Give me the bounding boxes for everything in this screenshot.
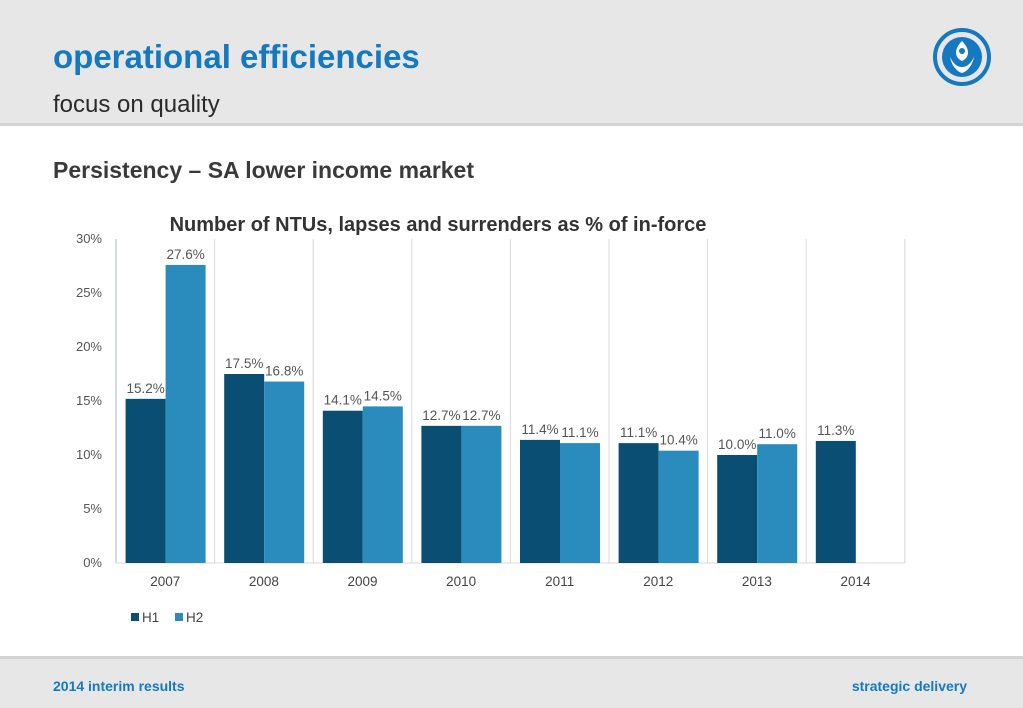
persistency-chart: Number of NTUs, lapses and surrenders as… xyxy=(76,214,906,625)
data-label-h1-2011: 11.4% xyxy=(521,422,558,437)
data-label-h1-2014: 11.3% xyxy=(817,423,854,438)
data-label-h1-2012: 11.1% xyxy=(620,425,657,440)
x-tick-label: 2012 xyxy=(643,574,673,589)
footer-bar: 2014 interim results strategic delivery xyxy=(0,656,1023,708)
data-label-h1-2007: 15.2% xyxy=(126,381,164,396)
y-tick-label: 30% xyxy=(76,231,102,246)
sanlam-shield-logo-icon xyxy=(933,28,991,86)
bar-h2-2013 xyxy=(757,444,798,563)
y-tick-label: 25% xyxy=(76,285,102,300)
x-tick-label: 2014 xyxy=(840,574,871,589)
page-subtitle: focus on quality xyxy=(53,91,220,118)
bar-h1-2013 xyxy=(717,455,758,563)
x-tick-label: 2010 xyxy=(446,574,476,589)
x-tick-label: 2011 xyxy=(545,574,574,589)
x-tick-label: 2007 xyxy=(150,574,180,589)
section-heading: Persistency – SA lower income market xyxy=(53,157,475,183)
y-tick-label: 15% xyxy=(76,393,102,408)
data-label-h2-2008: 16.8% xyxy=(265,364,303,379)
data-label-h2-2013: 11.0% xyxy=(759,426,796,441)
y-tick-label: 0% xyxy=(83,555,102,570)
bar-h1-2009 xyxy=(322,410,363,563)
x-tick-label: 2009 xyxy=(347,574,377,589)
y-tick-label: 5% xyxy=(83,501,102,516)
x-tick-label: 2008 xyxy=(249,574,279,589)
x-tick-label: 2013 xyxy=(742,574,772,589)
bar-h2-2012 xyxy=(658,450,699,563)
bar-h1-2010 xyxy=(421,425,462,563)
y-tick-label: 20% xyxy=(76,339,102,354)
footer-left-text: 2014 interim results xyxy=(53,678,185,694)
data-label-h1-2010: 12.7% xyxy=(422,408,460,423)
data-label-h1-2013: 10.0% xyxy=(718,437,756,452)
legend-label-h2: H2 xyxy=(186,610,203,625)
data-label-h1-2009: 14.1% xyxy=(324,393,362,408)
bar-h2-2007 xyxy=(165,264,206,563)
chart-title: Number of NTUs, lapses and surrenders as… xyxy=(170,214,707,236)
page-title: operational efficiencies xyxy=(53,38,420,75)
bar-h2-2011 xyxy=(560,443,600,563)
data-label-h2-2011: 11.1% xyxy=(561,425,598,440)
bar-h2-2009 xyxy=(362,406,403,563)
bar-h2-2010 xyxy=(461,425,502,563)
bar-h2-2008 xyxy=(264,381,305,563)
bar-h1-2014 xyxy=(815,440,856,563)
legend-swatch-h2 xyxy=(175,613,183,621)
bar-h1-2012 xyxy=(618,443,659,563)
y-tick-label: 10% xyxy=(76,447,102,462)
bar-h1-2008 xyxy=(224,374,265,563)
data-label-h2-2009: 14.5% xyxy=(364,388,402,403)
bar-h1-2007 xyxy=(125,398,166,563)
data-label-h2-2007: 27.6% xyxy=(166,247,204,262)
footer-right-text: strategic delivery xyxy=(851,678,967,694)
legend-label-h1: H1 xyxy=(142,610,159,625)
bar-h1-2011 xyxy=(520,439,560,563)
legend-swatch-h1 xyxy=(131,613,139,621)
data-label-h2-2012: 10.4% xyxy=(659,433,697,448)
header-bar: operational efficiencies focus on qualit… xyxy=(0,0,1023,126)
data-label-h2-2010: 12.7% xyxy=(462,408,500,423)
data-label-h1-2008: 17.5% xyxy=(225,356,263,371)
